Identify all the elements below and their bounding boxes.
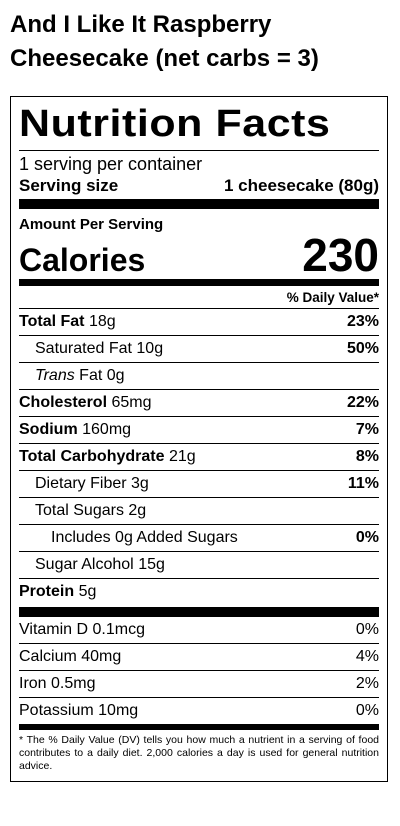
nutrient-row-total-fat: Total Fat 18g 23% [19,309,379,336]
nutrition-label: Nutrition Facts 1 serving per container … [10,96,388,782]
nutrient-dv: 7% [355,421,379,438]
amount-per-serving: Amount Per Serving [19,216,164,233]
nutrient-amount: 3g [131,475,149,492]
nutrient-name: Total Sugars [35,502,124,519]
vitamin-name: Calcium 40mg [19,648,122,665]
nutrient-row-cholesterol: Cholesterol 65mg 22% [19,390,379,417]
nutrient-amount: 65mg [111,394,152,411]
nutrient-amount: Fat 0g [79,367,125,384]
nutrient-row-added-sugars: Includes 0g Added Sugars 0% [19,525,379,552]
medium-divider [19,724,379,730]
nutrient-name: Cholesterol [19,394,108,411]
nutrient-amount: 5g [78,583,97,600]
nutrient-amount: 160mg [82,421,132,438]
nutrient-name: Includes 0g Added Sugars [51,529,238,546]
nutrient-amount: 21g [168,448,196,465]
nutrient-name: Sugar Alcohol [35,556,134,573]
vitamin-row-calcium: Calcium 40mg 4% [19,644,379,671]
nutrient-row-sugar-alcohol: Sugar Alcohol 15g [19,552,379,579]
servings-per-container: 1 serving per container [19,154,203,174]
serving-size-row: Serving size 1 cheesecake (80g) [19,175,379,196]
nutrient-row-total-carbohydrate: Total Carbohydrate 21g 8% [19,444,379,471]
nutrient-amount: 10g [136,340,164,357]
vitamin-dv: 2% [355,675,379,692]
daily-value-footnote: * The % Daily Value (DV) tells you how m… [19,734,379,772]
nutrient-dv: 22% [346,394,379,411]
calories-value: 230 [302,229,379,281]
nutrition-facts-heading: Nutrition Facts [19,103,331,145]
product-title-line2: Cheesecake (net carbs = 3) [10,45,319,72]
thick-divider [19,607,379,617]
nutrient-name: Trans [35,367,75,384]
vitamin-dv: 0% [355,702,379,719]
serving-size-value: 1 cheesecake (80g) [224,176,379,195]
vitamin-dv: 4% [355,648,379,665]
vitamin-row-vitamin-d: Vitamin D 0.1mcg 0% [19,617,379,644]
nutrient-row-dietary-fiber: Dietary Fiber 3g 11% [19,471,379,498]
vitamin-row-potassium: Potassium 10mg 0% [19,698,379,724]
vitamin-dv: 0% [355,621,379,638]
vitamin-name: Potassium 10mg [19,702,139,719]
vitamin-name: Iron 0.5mg [19,675,96,692]
nutrient-row-saturated-fat: Saturated Fat 10g 50% [19,336,379,363]
nutrient-name: Saturated Fat [35,340,132,357]
nutrient-name: Sodium [19,421,78,438]
vitamin-name: Vitamin D 0.1mcg [19,621,145,638]
nutrient-amount: 2g [128,502,147,519]
nutrient-dv: 0% [355,529,379,546]
nutrient-dv: 23% [346,313,379,330]
nutrient-row-protein: Protein 5g [19,579,379,605]
nutrient-dv: 11% [347,475,379,492]
nutrient-amount: 18g [88,313,116,330]
vitamin-row-iron: Iron 0.5mg 2% [19,671,379,698]
thick-divider [19,199,379,209]
calories-row: Calories 230 [19,229,379,286]
product-title: And I Like It Raspberry Cheesecake (net … [0,0,400,76]
nutrient-amount: 15g [138,556,165,573]
divider [19,150,379,151]
nutrient-row-total-sugars: Total Sugars 2g [19,498,379,525]
nutrient-name: Protein [19,583,75,600]
nutrient-name: Total Carbohydrate [19,448,165,465]
nutrient-row-sodium: Sodium 160mg 7% [19,417,379,444]
calories-label: Calories [19,242,146,278]
nutrient-name: Total Fat [19,313,85,330]
daily-value-header: % Daily Value* [19,286,379,309]
nutrient-dv: 8% [355,448,379,465]
nutrient-name: Dietary Fiber [35,475,127,492]
product-title-line1: And I Like It Raspberry [10,11,272,38]
nutrient-dv: 50% [346,340,379,357]
nutrient-row-trans-fat: Trans Fat 0g [19,363,379,390]
serving-size-label: Serving size [19,176,119,195]
